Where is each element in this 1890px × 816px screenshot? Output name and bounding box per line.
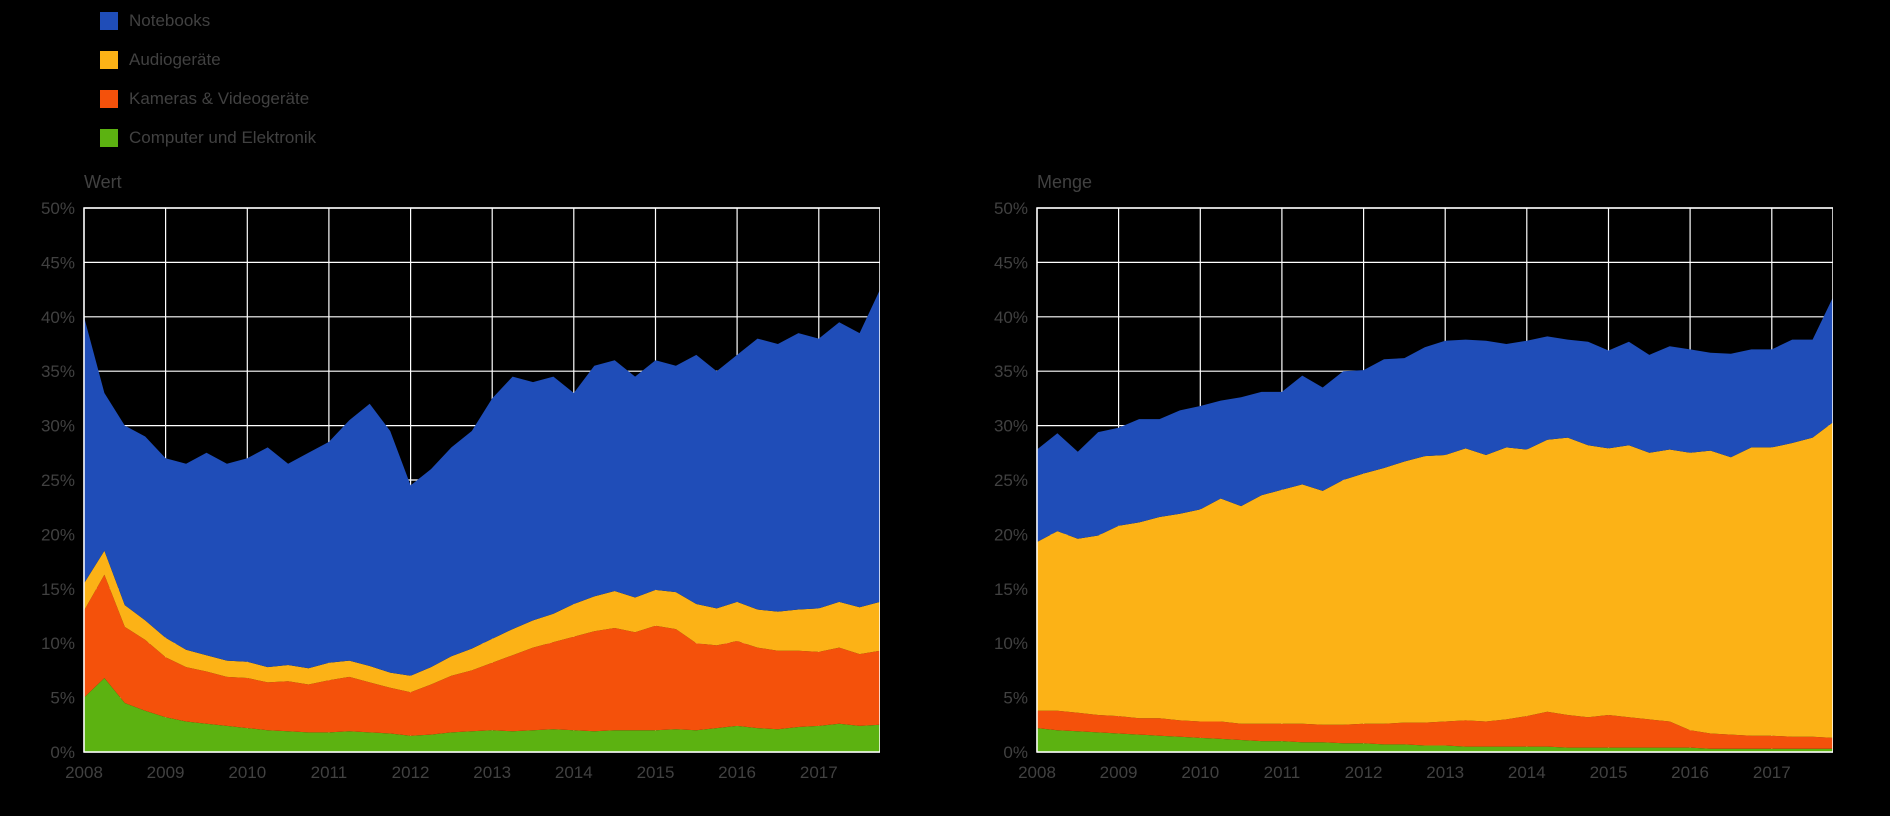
- svg-text:Wert: Wert: [84, 172, 122, 192]
- svg-text:2017: 2017: [1753, 763, 1791, 782]
- svg-text:2017: 2017: [800, 763, 838, 782]
- legend-swatch-yellow: [100, 51, 118, 69]
- legend-item: Notebooks: [100, 12, 316, 30]
- svg-text:25%: 25%: [41, 471, 75, 490]
- svg-text:2016: 2016: [718, 763, 756, 782]
- chart-legend: Notebooks Audiogeräte Kameras & Videoger…: [100, 12, 316, 147]
- svg-text:2014: 2014: [1508, 763, 1546, 782]
- svg-text:2013: 2013: [473, 763, 511, 782]
- svg-text:45%: 45%: [994, 253, 1028, 272]
- svg-text:20%: 20%: [41, 525, 75, 544]
- svg-text:2014: 2014: [555, 763, 593, 782]
- legend-item: Computer und Elektronik: [100, 129, 316, 147]
- legend-swatch-blue: [100, 12, 118, 30]
- legend-label: Kameras & Videogeräte: [129, 89, 310, 108]
- svg-text:2012: 2012: [392, 763, 430, 782]
- svg-text:40%: 40%: [994, 308, 1028, 327]
- svg-text:15%: 15%: [994, 580, 1028, 599]
- legend-swatch-red: [100, 90, 118, 108]
- svg-text:0%: 0%: [50, 743, 75, 762]
- svg-text:30%: 30%: [41, 417, 75, 436]
- stacked-area-chart-volume: 0% 5% 10% 15% 20% 25% 30% 35% 40% 45% 50% 2008 2009 2…: [994, 172, 1833, 782]
- svg-text:35%: 35%: [994, 362, 1028, 381]
- svg-text:2010: 2010: [1181, 763, 1219, 782]
- svg-text:2008: 2008: [1018, 763, 1056, 782]
- svg-text:5%: 5%: [1003, 689, 1028, 708]
- svg-text:2016: 2016: [1671, 763, 1709, 782]
- svg-text:2015: 2015: [637, 763, 675, 782]
- svg-text:10%: 10%: [994, 634, 1028, 653]
- svg-text:2009: 2009: [1100, 763, 1138, 782]
- svg-text:15%: 15%: [41, 580, 75, 599]
- legend-label: Notebooks: [129, 11, 211, 30]
- svg-text:2010: 2010: [228, 763, 266, 782]
- svg-text:35%: 35%: [41, 362, 75, 381]
- stacked-area-chart-value: 0% 5% 10% 15% 20% 25% 30% 35% 40% 45% 50% 2008 2009 2…: [41, 172, 880, 782]
- svg-text:2015: 2015: [1590, 763, 1628, 782]
- charts-row: 0% 5% 10% 15% 20% 25% 30% 35% 40% 45% 50% 2008 2009 2…: [24, 168, 1833, 800]
- legend-label: Computer und Elektronik: [129, 128, 317, 147]
- legend-item: Audiogeräte: [100, 51, 316, 69]
- svg-text:0%: 0%: [1003, 743, 1028, 762]
- svg-text:10%: 10%: [41, 634, 75, 653]
- svg-text:2012: 2012: [1345, 763, 1383, 782]
- legend-label: Audiogeräte: [129, 50, 221, 69]
- svg-text:20%: 20%: [994, 525, 1028, 544]
- svg-text:2011: 2011: [1264, 763, 1301, 782]
- svg-text:2013: 2013: [1426, 763, 1464, 782]
- svg-text:50%: 50%: [41, 199, 75, 218]
- svg-text:5%: 5%: [50, 689, 75, 708]
- legend-swatch-green: [100, 129, 118, 147]
- svg-text:2008: 2008: [65, 763, 103, 782]
- svg-text:50%: 50%: [994, 199, 1028, 218]
- svg-text:2011: 2011: [311, 763, 348, 782]
- legend-item: Kameras & Videogeräte: [100, 90, 316, 108]
- svg-text:40%: 40%: [41, 308, 75, 327]
- svg-text:2009: 2009: [147, 763, 185, 782]
- svg-text:30%: 30%: [994, 417, 1028, 436]
- svg-text:25%: 25%: [994, 471, 1028, 490]
- svg-text:Menge: Menge: [1037, 172, 1092, 192]
- svg-text:45%: 45%: [41, 253, 75, 272]
